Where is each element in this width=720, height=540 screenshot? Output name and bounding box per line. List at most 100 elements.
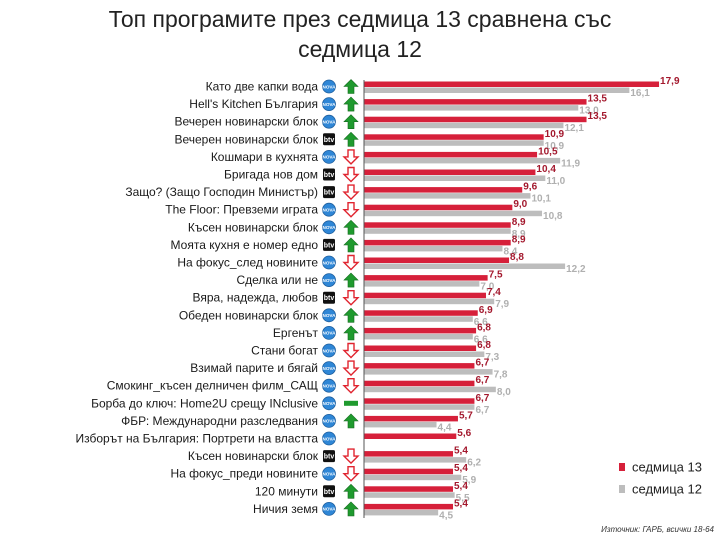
category-label: На фокус_преди новините	[170, 467, 318, 481]
trend-down-arrow-icon	[342, 254, 360, 271]
bar-week-13	[364, 151, 538, 158]
trend-down-arrow-icon	[342, 184, 360, 201]
value-label-week-12: 7,0	[480, 282, 494, 293]
bar-week-12	[364, 509, 439, 516]
bar-week-12	[364, 193, 531, 199]
value-label-week-12: 6,2	[467, 458, 481, 469]
nova-logo-icon: NOVA	[322, 149, 337, 164]
bar-week-12	[364, 263, 566, 269]
chart-row: На фокус_след новините NOVA 8,8 12,2	[177, 252, 586, 275]
svg-text:NOVA: NOVA	[323, 313, 337, 318]
bar-week-12	[364, 281, 480, 287]
value-label-week-12: 10,1	[531, 194, 551, 205]
value-label-week-12: 6,7	[475, 405, 489, 416]
svg-text:btv: btv	[324, 242, 335, 249]
value-label-week-13: 6,7	[475, 375, 489, 386]
svg-text:btv: btv	[324, 489, 335, 496]
bar-week-12	[364, 369, 493, 375]
trend-up-arrow-icon	[343, 413, 359, 429]
bar-week-12	[364, 140, 544, 146]
value-label-week-12: 7,8	[494, 370, 508, 381]
legend-item: седмица 12	[619, 482, 702, 497]
value-label-week-12: 6,6	[474, 317, 488, 328]
category-label: Борба до ключ: Home2U срещу INclusive	[91, 396, 318, 410]
bar-week-12	[364, 245, 503, 252]
svg-text:NOVA: NOVA	[323, 278, 337, 283]
value-label-week-12: 7,3	[485, 352, 499, 363]
value-label-week-13: 6,7	[475, 358, 489, 369]
svg-text:NOVA: NOVA	[323, 155, 337, 160]
value-label-week-13: 5,4	[454, 498, 468, 509]
bar-week-13	[364, 204, 513, 211]
trend-up-arrow-icon	[343, 79, 359, 94]
trend-up-arrow-icon	[343, 114, 359, 129]
bar-week-13	[364, 134, 544, 140]
bar-week-13	[364, 292, 486, 299]
chart-row: Смокинг_късен делничен филм_САЩ NOVA 6,7 8,…	[107, 375, 511, 398]
bar-week-13	[364, 468, 454, 475]
chart-row: Късен новинарски блок btv 5,46,2	[188, 446, 482, 469]
value-label-week-13: 5,4	[454, 446, 468, 457]
bar-week-12	[364, 386, 496, 393]
bar-week-13	[364, 257, 510, 263]
nova-logo-icon: NOVA	[322, 308, 337, 323]
value-label-week-13: 6,8	[477, 340, 491, 351]
btv-logo-icon: btv	[323, 238, 335, 251]
svg-text:NOVA: NOVA	[323, 84, 337, 89]
svg-text:NOVA: NOVA	[323, 260, 337, 265]
trend-up-arrow-icon	[343, 325, 359, 341]
trend-down-arrow-icon	[342, 466, 360, 482]
svg-text:NOVA: NOVA	[323, 436, 337, 441]
svg-text:NOVA: NOVA	[323, 472, 337, 477]
bar-week-12	[364, 333, 473, 340]
svg-text:btv: btv	[324, 172, 335, 179]
chart-rows: Като две капки вода NOVA 17,9 16,1 Hell's Ki…	[75, 76, 679, 521]
bar-week-13	[364, 503, 454, 510]
value-label-week-13: 13,5	[588, 111, 608, 122]
category-label: Ергенът	[273, 326, 319, 340]
svg-text:NOVA: NOVA	[323, 331, 337, 336]
nova-logo-icon: NOVA	[322, 378, 336, 393]
value-label-week-13: 8,8	[510, 252, 524, 263]
value-label-week-13: 17,9	[660, 76, 680, 87]
chart-row: Късен новинарски блок NOVA 8,98,9	[188, 217, 526, 240]
trend-down-arrow-icon	[342, 290, 360, 306]
nova-logo-icon: NOVA	[322, 114, 336, 129]
legend-item: седмица 13	[619, 460, 702, 475]
bar-week-13	[364, 451, 454, 457]
category-label: Вечерен новинарски блок	[174, 132, 318, 146]
trend-down-arrow-icon	[342, 378, 360, 394]
bar-week-12	[364, 105, 579, 111]
chart-row: Сделка или не NOVA 7,57,0	[236, 270, 502, 293]
chart-row: Взимай парите и бягай NOVA 6,7 7,8	[190, 358, 508, 381]
chart-row: Hell's Kitchen България NOVA 13,513,0	[189, 94, 607, 117]
value-label-week-13: 9,6	[523, 182, 537, 193]
bar-week-12	[364, 175, 546, 181]
bar-week-12	[364, 492, 455, 498]
trend-up-arrow-icon	[343, 272, 359, 288]
value-label-week-13: 8,9	[512, 217, 526, 228]
nova-logo-icon: NOVA	[322, 202, 336, 217]
bar-week-12	[364, 316, 473, 322]
bar-week-12	[364, 210, 543, 217]
chart-title: Топ програмите през седмица 13 сравнена …	[108, 6, 612, 62]
chart-row: Стани богат NOVA 6,87,3	[251, 340, 500, 363]
bar-week-13	[364, 345, 477, 351]
category-label: ФБР: Международни разследвания	[121, 414, 318, 428]
nova-logo-icon: NOVA	[322, 273, 337, 288]
value-label-week-13: 13,5	[588, 94, 608, 105]
category-label: Сделка или не	[236, 273, 318, 287]
value-label-week-12: 8,9	[512, 229, 526, 240]
trend-down-arrow-icon	[342, 342, 360, 359]
trend-up-arrow-icon	[343, 237, 359, 253]
category-label: 120 минути	[255, 484, 318, 498]
nova-logo-icon: NOVA	[322, 325, 337, 340]
btv-logo-icon: btv	[323, 291, 335, 304]
value-label-week-13: 6,9	[479, 305, 493, 316]
chart-row: Обеден новинарски блок NOVA 6,96,6	[179, 305, 493, 328]
bar-week-13	[364, 81, 660, 87]
value-label-week-12: 4,4	[438, 422, 452, 433]
svg-text:NOVA: NOVA	[323, 419, 337, 424]
chart-row: Кошмари в кухнята NOVA 10,511,9	[211, 146, 581, 169]
value-label-week-13: 6,7	[475, 393, 489, 404]
